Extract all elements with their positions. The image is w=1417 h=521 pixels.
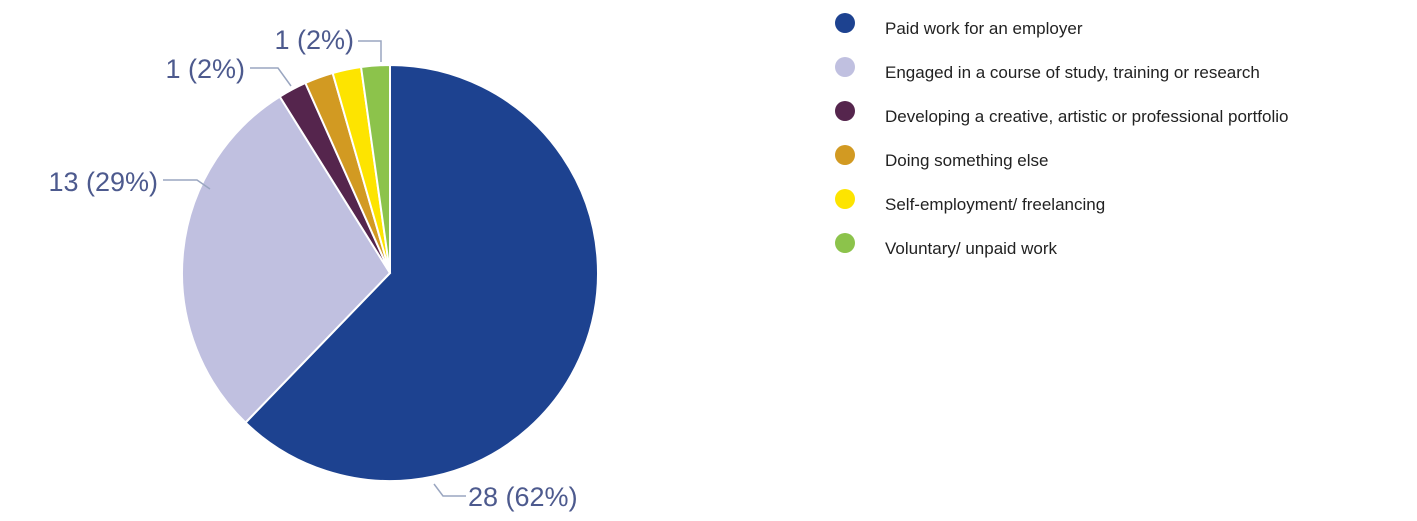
data-label: 13 (29%) [48, 167, 158, 197]
legend-label: Self-employment/ freelancing [885, 195, 1106, 214]
legend-marker-icon [835, 101, 855, 121]
legend-item: Engaged in a course of study, training o… [835, 54, 1415, 98]
data-label: 1 (2%) [274, 25, 354, 55]
legend: Paid work for an employer Engaged in a co… [835, 10, 1415, 274]
legend-label: Developing a creative, artistic or profe… [885, 107, 1289, 126]
legend-item: Doing something else [835, 142, 1415, 186]
legend-item: Voluntary/ unpaid work [835, 230, 1415, 274]
leader-line [250, 67, 292, 87]
data-label: 1 (2%) [165, 54, 245, 84]
data-label: 28 (62%) [468, 482, 578, 512]
legend-marker-icon [835, 57, 855, 77]
legend-marker-icon [835, 13, 855, 33]
legend-marker-icon [835, 233, 855, 253]
legend-label: Engaged in a course of study, training o… [885, 63, 1260, 82]
legend-marker-icon [835, 145, 855, 165]
leader-line [163, 179, 211, 190]
pie-chart: 28 (62%) 13 (29%) 1 (2%) 1 (2%) [48, 25, 599, 512]
legend-label: Doing something else [885, 151, 1049, 170]
pie-slice [181, 95, 392, 425]
legend-item: Paid work for an employer [835, 10, 1415, 54]
legend-marker-icon [835, 189, 855, 209]
pie-slice [359, 63, 391, 274]
leader-line [358, 40, 382, 62]
legend-label: Voluntary/ unpaid work [885, 239, 1057, 258]
legend-item: Self-employment/ freelancing [835, 186, 1415, 230]
legend-label: Paid work for an employer [885, 19, 1083, 38]
pie-slice [244, 63, 599, 482]
legend-item: Developing a creative, artistic or profe… [835, 98, 1415, 142]
leader-line [433, 483, 466, 497]
